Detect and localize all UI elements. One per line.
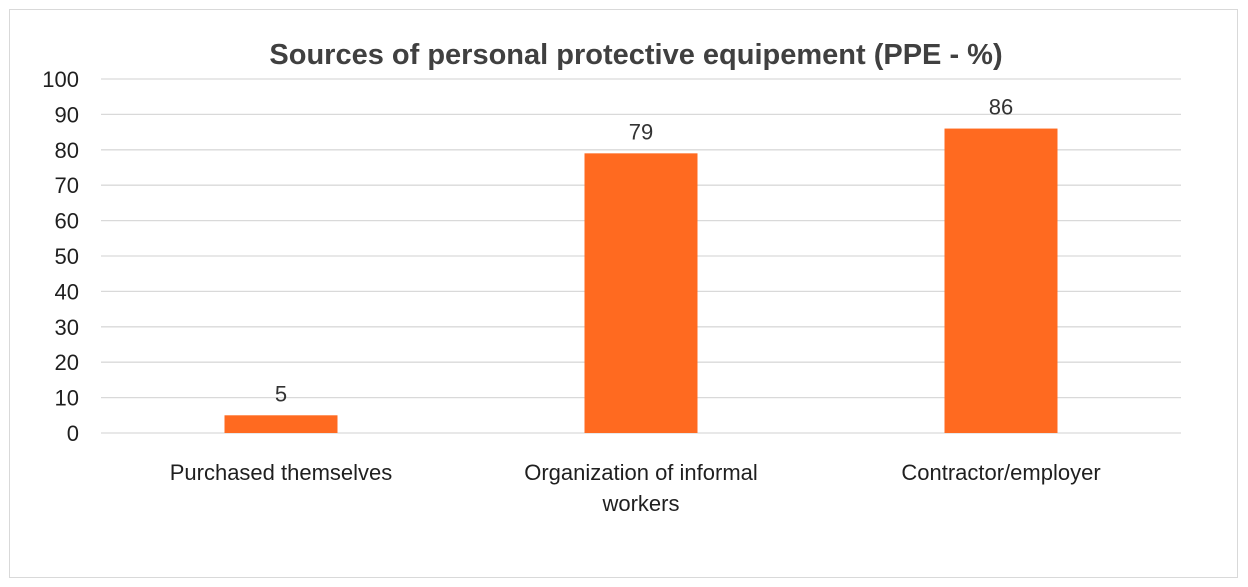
x-category-label: Contractor/employer	[901, 460, 1100, 485]
y-tick-label: 80	[55, 138, 79, 163]
bars	[224, 128, 1058, 433]
x-category-label-line: Organization of informal	[524, 460, 758, 485]
data-label: 86	[989, 95, 1013, 120]
y-tick-label: 90	[55, 102, 79, 127]
y-tick-label: 10	[55, 386, 79, 411]
x-category-label-line: Purchased themselves	[170, 460, 393, 485]
y-tick-label: 70	[55, 173, 79, 198]
x-category-label: Purchased themselves	[170, 460, 393, 485]
y-axis-ticks: 0 10 20 30 40 50 60 70 80 90 100	[42, 67, 79, 446]
y-tick-label: 30	[55, 315, 79, 340]
x-category-label-line: Contractor/employer	[901, 460, 1100, 485]
bar	[224, 415, 338, 433]
bar	[584, 153, 698, 433]
bar	[944, 128, 1058, 433]
x-category-label: Organization of informal workers	[524, 460, 758, 516]
x-category-label-line: workers	[601, 491, 679, 516]
y-tick-label: 0	[67, 421, 79, 446]
y-tick-label: 40	[55, 279, 79, 304]
chart-title: Sources of personal protective equipemen…	[269, 39, 1002, 71]
data-label: 5	[275, 381, 287, 406]
data-label: 79	[629, 119, 653, 144]
x-axis-categories: Purchased themselves Organization of info…	[170, 460, 1101, 516]
y-tick-label: 20	[55, 350, 79, 375]
y-tick-label: 50	[55, 244, 79, 269]
data-labels: 5 79 86	[275, 95, 1013, 407]
y-tick-label: 60	[55, 209, 79, 234]
y-tick-label: 100	[42, 67, 79, 92]
